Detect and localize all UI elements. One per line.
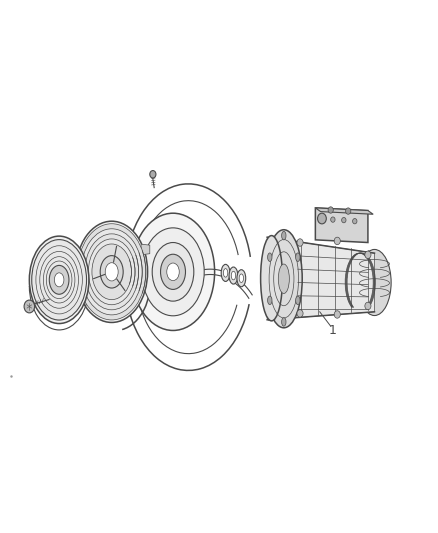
Ellipse shape [76, 221, 148, 322]
Ellipse shape [282, 231, 286, 240]
Ellipse shape [296, 296, 300, 304]
Ellipse shape [297, 310, 303, 317]
Ellipse shape [353, 219, 357, 224]
Ellipse shape [342, 217, 346, 223]
Ellipse shape [223, 269, 228, 277]
Ellipse shape [105, 263, 118, 281]
Ellipse shape [32, 240, 87, 320]
Ellipse shape [229, 267, 238, 284]
Ellipse shape [239, 274, 244, 282]
Ellipse shape [296, 253, 300, 262]
Ellipse shape [29, 283, 89, 289]
Ellipse shape [167, 263, 179, 280]
Ellipse shape [100, 256, 123, 288]
Ellipse shape [81, 229, 142, 315]
Ellipse shape [358, 249, 391, 316]
Ellipse shape [78, 224, 146, 320]
Ellipse shape [331, 217, 335, 222]
Ellipse shape [328, 207, 333, 213]
Ellipse shape [282, 318, 286, 326]
Ellipse shape [278, 264, 290, 294]
Ellipse shape [85, 234, 138, 310]
Ellipse shape [142, 228, 204, 316]
Ellipse shape [221, 264, 230, 281]
Ellipse shape [268, 296, 272, 304]
Ellipse shape [88, 239, 135, 305]
Polygon shape [267, 237, 374, 320]
Ellipse shape [49, 265, 69, 294]
Ellipse shape [334, 237, 340, 245]
Text: 1: 1 [329, 324, 337, 337]
Polygon shape [141, 244, 150, 255]
Ellipse shape [152, 243, 194, 301]
Polygon shape [315, 208, 373, 214]
Ellipse shape [334, 311, 340, 318]
Ellipse shape [268, 253, 272, 262]
Ellipse shape [237, 270, 246, 287]
Ellipse shape [261, 236, 283, 321]
Ellipse shape [24, 300, 35, 313]
Ellipse shape [231, 271, 236, 280]
Ellipse shape [346, 208, 351, 214]
Ellipse shape [54, 273, 64, 287]
Ellipse shape [131, 213, 215, 330]
Ellipse shape [92, 244, 131, 300]
Ellipse shape [365, 251, 371, 259]
Ellipse shape [160, 254, 186, 289]
Ellipse shape [365, 302, 371, 310]
Polygon shape [315, 208, 368, 243]
Ellipse shape [297, 239, 303, 246]
Ellipse shape [150, 171, 156, 178]
Ellipse shape [29, 236, 89, 324]
Ellipse shape [265, 230, 302, 328]
Ellipse shape [318, 213, 326, 224]
